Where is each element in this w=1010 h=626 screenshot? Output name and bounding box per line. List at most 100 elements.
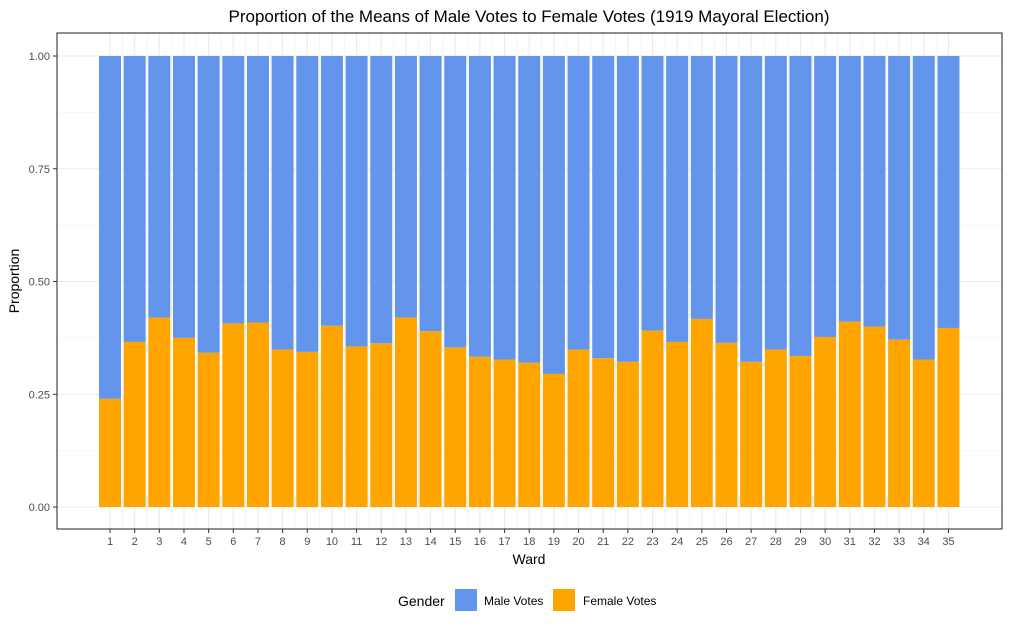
x-tick-label: 30 xyxy=(819,536,831,548)
bar-male-votes-ward-3 xyxy=(148,56,171,318)
bar-female-votes-ward-5 xyxy=(197,352,220,507)
legend-swatch-male-votes xyxy=(455,589,477,611)
bar-female-votes-ward-7 xyxy=(246,322,269,507)
legend-swatch-female-votes xyxy=(553,589,575,611)
y-tick-label: 0.00 xyxy=(29,502,50,514)
bar-female-votes-ward-26 xyxy=(715,342,738,507)
y-axis: 0.00 0.25 0.50 0.75 1.00 xyxy=(29,51,57,514)
legend-label-female-votes: Female Votes xyxy=(583,594,656,608)
bar-female-votes-ward-23 xyxy=(641,330,664,507)
bar-female-votes-ward-34 xyxy=(912,359,935,507)
x-tick-label: 22 xyxy=(622,536,634,548)
bar-female-votes-ward-16 xyxy=(468,356,491,507)
bar-female-votes-ward-30 xyxy=(814,336,837,507)
bar-male-votes-ward-33 xyxy=(888,56,911,340)
chart-title: Proportion of the Means of Male Votes to… xyxy=(229,7,830,26)
x-tick-label: 26 xyxy=(720,536,732,548)
x-tick-label: 1 xyxy=(107,536,113,548)
bar-female-votes-ward-13 xyxy=(394,317,417,507)
x-tick-label: 17 xyxy=(498,536,510,548)
bar-male-votes-ward-25 xyxy=(690,56,713,319)
bar-male-votes-ward-6 xyxy=(222,56,245,324)
x-tick-label: 11 xyxy=(351,536,362,548)
bar-male-votes-ward-12 xyxy=(370,56,393,344)
bar-male-votes-ward-1 xyxy=(99,56,121,399)
x-tick-label: 4 xyxy=(181,536,187,548)
x-tick-label: 16 xyxy=(474,536,486,548)
x-tick-label: 31 xyxy=(844,536,856,548)
bar-female-votes-ward-19 xyxy=(542,373,565,507)
x-tick-label: 2 xyxy=(132,536,138,548)
bar-male-votes-ward-10 xyxy=(320,56,343,326)
bar-male-votes-ward-2 xyxy=(123,56,146,342)
x-axis: 1 2 3 4 5 6 7 8 9 10 11 12 13 14 15 16 17 18 19 20 21 22 23 24 2… xyxy=(107,529,955,548)
bar-male-votes-ward-18 xyxy=(518,56,541,363)
bar-female-votes-ward-25 xyxy=(690,318,713,507)
x-tick-label: 15 xyxy=(449,536,461,548)
bar-male-votes-ward-23 xyxy=(641,56,664,331)
x-tick-label: 24 xyxy=(671,536,683,548)
bar-male-votes-ward-11 xyxy=(345,56,368,347)
y-tick-label: 0.50 xyxy=(29,277,50,289)
bar-female-votes-ward-27 xyxy=(740,361,763,507)
x-tick-label: 27 xyxy=(745,536,757,548)
bar-male-votes-ward-5 xyxy=(197,56,220,353)
x-tick-label: 3 xyxy=(156,536,162,548)
bar-female-votes-ward-8 xyxy=(271,349,294,507)
bar-male-votes-ward-26 xyxy=(715,56,738,343)
x-tick-label: 5 xyxy=(206,536,212,548)
x-tick-label: 6 xyxy=(230,536,236,548)
bar-male-votes-ward-31 xyxy=(838,56,861,322)
bar-male-votes-ward-14 xyxy=(419,56,442,332)
bar-female-votes-ward-3 xyxy=(148,317,171,507)
bar-female-votes-ward-33 xyxy=(888,339,911,507)
bar-female-votes-ward-32 xyxy=(863,326,886,507)
bar-male-votes-ward-15 xyxy=(444,56,467,348)
bar-female-votes-ward-22 xyxy=(616,361,639,507)
bar-female-votes-ward-12 xyxy=(370,343,393,507)
bar-female-votes-ward-11 xyxy=(345,346,368,507)
bar-male-votes-ward-27 xyxy=(740,56,763,362)
bar-male-votes-ward-13 xyxy=(394,56,417,318)
bar-male-votes-ward-21 xyxy=(592,56,615,359)
x-tick-label: 12 xyxy=(375,536,387,548)
x-tick-label: 13 xyxy=(400,536,412,548)
x-tick-label: 20 xyxy=(572,536,584,548)
y-tick-label: 0.25 xyxy=(29,389,50,401)
legend-label-male-votes: Male Votes xyxy=(484,594,543,608)
x-tick-label: 18 xyxy=(523,536,535,548)
bar-female-votes-ward-14 xyxy=(419,331,442,507)
y-axis-title: Proportion xyxy=(6,249,22,314)
bar-female-votes-ward-28 xyxy=(764,349,787,507)
x-tick-label: 25 xyxy=(696,536,708,548)
bar-male-votes-ward-4 xyxy=(172,56,195,338)
x-tick-label: 28 xyxy=(770,536,782,548)
bar-female-votes-ward-4 xyxy=(172,337,195,507)
y-tick-label: 1.00 xyxy=(29,51,50,63)
x-tick-label: 23 xyxy=(646,536,658,548)
bar-female-votes-ward-29 xyxy=(789,355,812,507)
x-axis-title: Ward xyxy=(513,551,546,567)
x-tick-label: 35 xyxy=(942,536,954,548)
bar-female-votes-ward-18 xyxy=(518,362,541,507)
bar-male-votes-ward-16 xyxy=(468,56,491,357)
bar-female-votes-ward-6 xyxy=(222,323,245,507)
bar-female-votes-ward-2 xyxy=(123,341,146,507)
bar-male-votes-ward-29 xyxy=(789,56,812,356)
bar-male-votes-ward-7 xyxy=(246,56,269,323)
x-tick-label: 33 xyxy=(893,536,905,548)
x-tick-label: 8 xyxy=(280,536,286,548)
bar-male-votes-ward-35 xyxy=(937,56,960,328)
x-tick-label: 21 xyxy=(597,536,609,548)
bar-male-votes-ward-28 xyxy=(764,56,787,350)
bar-female-votes-ward-9 xyxy=(296,351,319,507)
x-tick-label: 10 xyxy=(326,536,338,548)
x-tick-label: 34 xyxy=(918,536,930,548)
legend-title: Gender xyxy=(398,593,445,609)
bar-male-votes-ward-34 xyxy=(912,56,935,360)
bar-female-votes-ward-10 xyxy=(320,325,343,507)
bar-female-votes-ward-15 xyxy=(444,347,467,507)
bar-female-votes-ward-24 xyxy=(666,341,689,507)
x-tick-label: 19 xyxy=(548,536,560,548)
